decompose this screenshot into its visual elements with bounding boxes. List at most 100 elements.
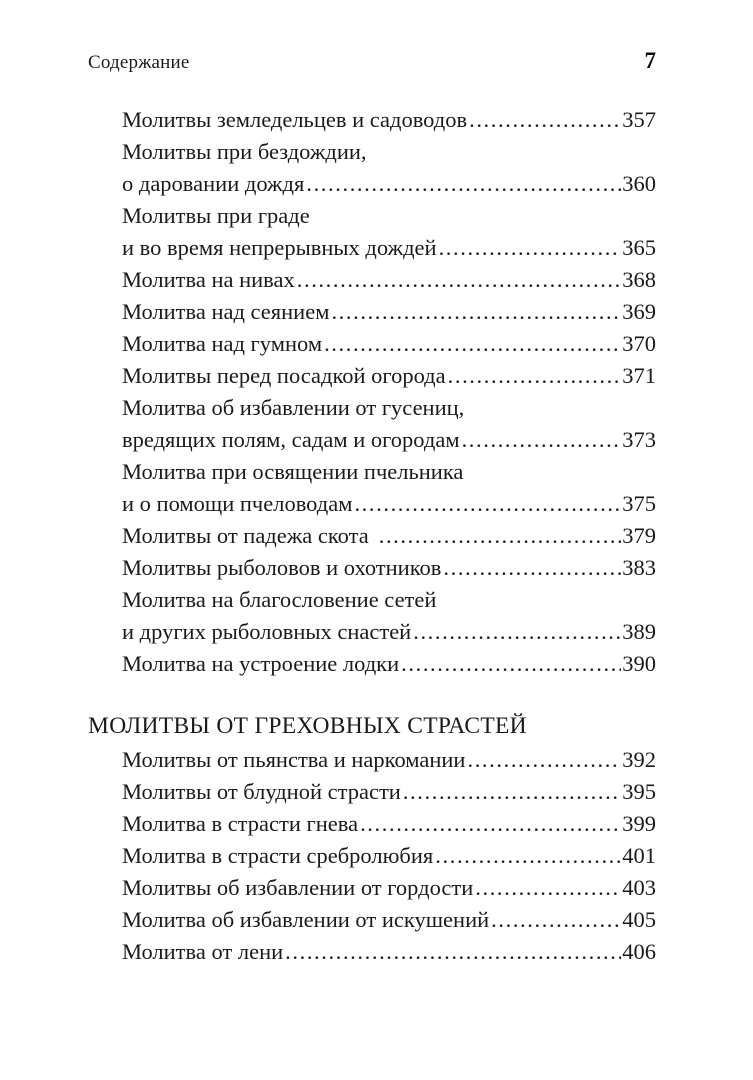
toc-entry-last-line: Молитва в страсти гнева 399 bbox=[122, 808, 656, 840]
toc-entry-page-number: 405 bbox=[622, 907, 656, 932]
toc-entry-line: Молитва на благословение сетей389 bbox=[122, 584, 656, 616]
toc-entry-title: Молитва на устроение лодки bbox=[122, 651, 400, 676]
toc-entry-title: Молитвы земледельцев и садоводов bbox=[122, 107, 468, 132]
toc-entry-title: вредящих полям, садам и огородам bbox=[122, 427, 460, 452]
toc-entry-line: Молитва при освящении пчельника375 bbox=[122, 456, 656, 488]
toc-entry-page-number: 370 bbox=[622, 331, 656, 356]
toc-entry-page-number: 371 bbox=[622, 363, 656, 388]
toc-section-heading: МОЛИТВЫ ОТ ГРЕХОВНЫХ СТРАСТЕЙ bbox=[88, 713, 527, 739]
toc-entry-page-number: 369 bbox=[622, 299, 656, 324]
toc-entry[interactable]: Молитва в страсти сребролюбия 401 bbox=[88, 840, 656, 872]
toc-entry-page-number: 383 bbox=[622, 555, 656, 580]
toc-entry[interactable]: Молитвы рыболовов и охотников 383 bbox=[88, 552, 656, 584]
toc-entry[interactable]: Молитвы от пьянства и наркомании 392 bbox=[88, 744, 656, 776]
toc-entry-last-line: Молитвы об избавлении от гордости 403 bbox=[122, 872, 656, 904]
toc-entry-last-line: Молитва об избавлении от искушений 405 bbox=[122, 904, 656, 936]
dot-leader bbox=[403, 776, 621, 808]
toc-entry-page-number: 395 bbox=[622, 779, 656, 804]
toc-entry-title: и во время непрерывных дождей bbox=[122, 235, 437, 260]
toc-entry-title: Молитвы перед посадкой огорода bbox=[122, 363, 446, 388]
toc-entry-last-line: Молитва над гумном 370 bbox=[122, 328, 656, 360]
toc-entry-last-line: о даровании дождя 360 bbox=[122, 168, 656, 200]
toc-entry-page-number: 365 bbox=[622, 235, 656, 260]
toc-entry-page-number: 392 bbox=[622, 747, 656, 772]
toc-entry[interactable]: Молитва на устроение лодки 390 bbox=[88, 648, 656, 680]
toc-entry-title: Молитвы от блудной страсти bbox=[122, 779, 401, 804]
toc-entry-last-line: Молитва от лени 406 bbox=[122, 936, 656, 968]
dot-leader bbox=[435, 840, 621, 872]
toc-entry[interactable]: Молитва об избавлении от искушений 405 bbox=[88, 904, 656, 936]
toc-entry-title: Молитвы от падежа скота bbox=[122, 523, 369, 548]
toc-entry-title: Молитва на благословение сетей bbox=[122, 587, 437, 612]
toc-entry-page-number: 406 bbox=[622, 939, 656, 964]
toc-entry-title: Молитва в страсти гнева bbox=[122, 811, 359, 836]
toc-entry-title: Молитвы об избавлении от гордости bbox=[122, 875, 474, 900]
dot-leader bbox=[491, 904, 621, 936]
toc-entry-line: Молитвы при граде365 bbox=[122, 200, 656, 232]
toc-entry-last-line: и о помощи пчеловодам 375 bbox=[122, 488, 656, 520]
toc-entry-title: Молитва в страсти сребролюбия bbox=[122, 843, 434, 868]
toc-entry-last-line: Молитвы от пьянства и наркомании 392 bbox=[122, 744, 656, 776]
toc-entry-page-number: 379 bbox=[622, 523, 656, 548]
toc-entry[interactable]: Молитвы от блудной страсти 395 bbox=[88, 776, 656, 808]
toc-entry[interactable]: Молитвы земледельцев и садоводов 357 bbox=[88, 104, 656, 136]
toc-entry[interactable]: Молитва над сеянием 369 bbox=[88, 296, 656, 328]
toc-entry-page-number: 399 bbox=[622, 811, 656, 836]
toc-entry-last-line: Молитва в страсти сребролюбия 401 bbox=[122, 840, 656, 872]
dot-leader bbox=[306, 168, 621, 200]
dot-leader bbox=[331, 296, 621, 328]
toc-entry-title: Молитвы при бездождии, bbox=[122, 139, 367, 164]
toc-entry-last-line: и во время непрерывных дождей 365 bbox=[122, 232, 656, 264]
toc-entry-line: Молитвы при бездождии,360 bbox=[122, 136, 656, 168]
toc-entry-title: Молитва над сеянием bbox=[122, 299, 330, 324]
toc-entry-last-line: и других рыболовных снастей 389 bbox=[122, 616, 656, 648]
toc-entry-title: Молитва при освящении пчельника bbox=[122, 459, 464, 484]
page-folio-number: 7 bbox=[644, 48, 657, 73]
table-of-contents-list: Молитвы земледельцев и садоводов357Молит… bbox=[88, 104, 656, 968]
toc-entry[interactable]: Молитва на нивах 368 bbox=[88, 264, 656, 296]
toc-entry-page-number: 375 bbox=[622, 491, 656, 516]
toc-entry-title: и о помощи пчеловодам bbox=[122, 491, 353, 516]
dot-leader bbox=[297, 264, 622, 296]
toc-entry-title: Молитва над гумном bbox=[122, 331, 323, 356]
toc-entry-last-line: вредящих полям, садам и огородам 373 bbox=[122, 424, 656, 456]
toc-entry-last-line: Молитвы перед посадкой огорода 371 bbox=[122, 360, 656, 392]
toc-entry[interactable]: Молитва об избавлении от гусениц,373вред… bbox=[88, 392, 656, 456]
toc-entry-last-line: Молитвы рыболовов и охотников 383 bbox=[122, 552, 656, 584]
dot-leader bbox=[443, 552, 621, 584]
toc-entry-page-number: 368 bbox=[622, 267, 656, 292]
dot-leader bbox=[379, 520, 622, 552]
toc-entry[interactable]: Молитвы об избавлении от гордости 403 bbox=[88, 872, 656, 904]
running-head: Содержание 7 bbox=[88, 48, 656, 74]
toc-entry[interactable]: Молитва при освящении пчельника375и о по… bbox=[88, 456, 656, 520]
dot-leader bbox=[467, 744, 621, 776]
toc-entry[interactable]: Молитвы от падежа скота 379 bbox=[88, 520, 656, 552]
toc-entry-page-number: 360 bbox=[622, 171, 656, 196]
toc-entry[interactable]: Молитвы при граде365и во время непрерывн… bbox=[88, 200, 656, 264]
toc-entry-last-line: Молитва на нивах 368 bbox=[122, 264, 656, 296]
toc-entry-last-line: Молитва на устроение лодки 390 bbox=[122, 648, 656, 680]
dot-leader bbox=[360, 808, 621, 840]
toc-entry[interactable]: Молитва в страсти гнева 399 bbox=[88, 808, 656, 840]
dot-leader bbox=[354, 488, 621, 520]
toc-entry-title: о даровании дождя bbox=[122, 171, 305, 196]
toc-entry[interactable]: Молитва над гумном 370 bbox=[88, 328, 656, 360]
toc-entry-title: и других рыболовных снастей bbox=[122, 619, 412, 644]
toc-entry[interactable]: Молитва на благословение сетей389и други… bbox=[88, 584, 656, 648]
dot-leader bbox=[401, 648, 621, 680]
dot-leader bbox=[475, 872, 621, 904]
toc-entry-title: Молитвы рыболовов и охотников bbox=[122, 555, 442, 580]
dot-leader bbox=[285, 936, 621, 968]
toc-entry-page-number: 357 bbox=[622, 107, 656, 132]
dot-leader bbox=[413, 616, 621, 648]
dot-leader bbox=[324, 328, 621, 360]
toc-entry-last-line: Молитвы земледельцев и садоводов 357 bbox=[122, 104, 656, 136]
dot-leader bbox=[448, 360, 622, 392]
dot-leader bbox=[439, 232, 622, 264]
toc-entry[interactable]: Молитвы при бездождии,360о даровании дож… bbox=[88, 136, 656, 200]
toc-entry[interactable]: Молитва от лени 406 bbox=[88, 936, 656, 968]
toc-entry-last-line: Молитвы от падежа скота 379 bbox=[122, 520, 656, 552]
toc-entry[interactable]: Молитвы перед посадкой огорода 371 bbox=[88, 360, 656, 392]
toc-entry-title: Молитва об избавлении от искушений bbox=[122, 907, 490, 932]
